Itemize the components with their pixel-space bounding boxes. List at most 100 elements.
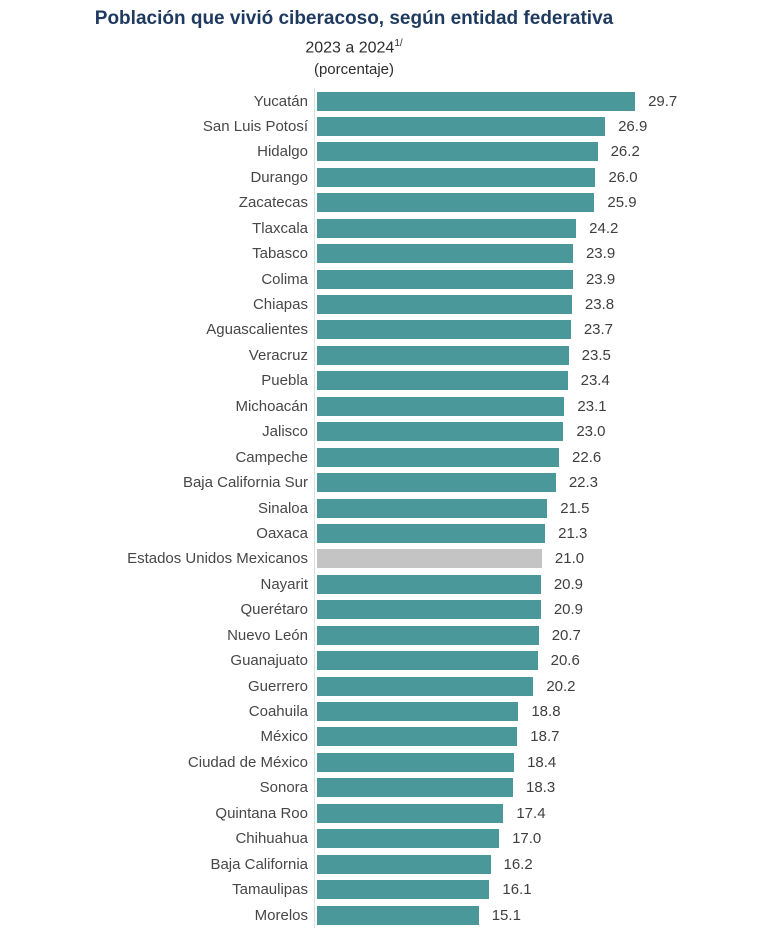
value-label: 18.8 <box>531 703 561 721</box>
value-label: 23.1 <box>577 397 607 415</box>
value-label: 21.5 <box>560 499 590 517</box>
bar-zone: 23.7 <box>314 317 779 343</box>
category-label: Tlaxcala <box>252 219 308 237</box>
value-label: 26.9 <box>618 117 648 135</box>
bar-zone: 24.2 <box>314 215 779 241</box>
bar-zone: 23.4 <box>314 368 779 394</box>
chart-subtitle: 2023 a 20241/ <box>0 32 708 59</box>
value-label: 20.9 <box>553 575 584 593</box>
category-label: Michoacán <box>235 397 308 415</box>
category-label: México <box>260 728 308 746</box>
bar-zone: 23.5 <box>314 342 779 369</box>
chart-header: Población que vivió ciberacoso, según en… <box>0 0 708 80</box>
state-bar <box>317 854 491 874</box>
state-bar <box>317 803 504 823</box>
value-label: 25.9 <box>607 194 637 212</box>
category-label: Veracruz <box>248 346 308 364</box>
category-label: Aguascalientes <box>206 321 308 339</box>
bar-row: México 18.7 <box>0 724 779 750</box>
category-label: Sinaloa <box>257 499 308 517</box>
bar-row: Durango 26.0 <box>0 164 779 191</box>
bar-row: Baja California Sur 22.3 <box>0 469 779 496</box>
chart-title: Población que vivió ciberacoso, según en… <box>94 8 614 29</box>
category-label: Guerrero <box>247 677 308 695</box>
bar-row: Guanajuato 20.6 <box>0 647 779 674</box>
category-label: Morelos <box>254 906 308 924</box>
state-bar <box>317 778 513 798</box>
bar-zone: 20.6 <box>314 647 779 674</box>
category-label: Puebla <box>261 372 308 390</box>
bar-row: Veracruz 23.5 <box>0 342 779 369</box>
category-label: Yucatán <box>253 92 308 110</box>
category-label: Tamaulipas <box>232 881 308 899</box>
category-label: Durango <box>250 168 308 186</box>
bar-zone: 20.9 <box>314 571 779 598</box>
bar-row: Colima 23.9 <box>0 266 779 292</box>
state-bar <box>317 269 573 289</box>
category-label: Jalisco <box>262 423 308 441</box>
bar-zone: 20.7 <box>314 622 779 648</box>
category-label: Tabasco <box>252 245 308 263</box>
value-label: 16.2 <box>503 855 533 873</box>
category-label: Baja California <box>210 855 308 873</box>
category-label: Ciudad de México <box>187 753 308 771</box>
value-label: 17.4 <box>516 804 546 822</box>
category-label: Chiapas <box>252 296 308 314</box>
state-bar <box>317 676 534 696</box>
bar-zone: 21.5 <box>314 495 779 521</box>
state-bar <box>317 473 556 493</box>
state-bar <box>317 371 568 391</box>
category-label: Nuevo León <box>227 626 308 644</box>
value-label: 22.6 <box>572 448 602 466</box>
bar-row: Jalisco 23.0 <box>0 419 779 445</box>
state-bar <box>317 651 538 671</box>
state-bar <box>317 600 541 620</box>
value-label: 23.4 <box>580 372 610 390</box>
bar-row: Hidalgo 26.2 <box>0 139 779 165</box>
bar-row: Puebla 23.4 <box>0 368 779 394</box>
bar-zone: 16.1 <box>314 876 779 903</box>
bar-zone: 23.0 <box>314 419 779 445</box>
bar-row: Baja California 16.2 <box>0 851 779 877</box>
value-label: 23.9 <box>585 245 616 263</box>
bar-zone: 23.1 <box>314 393 779 420</box>
bar-row: Querétaro 20.9 <box>0 597 779 623</box>
bar-chart: Yucatán 29.7 San Luis Potosí 26.9 Hidalgo 26.… <box>0 88 779 928</box>
value-label: 20.9 <box>553 601 584 619</box>
subtitle-footnote-marker: 1/ <box>394 38 403 49</box>
state-bar <box>317 574 541 594</box>
category-label: Nayarit <box>260 575 308 593</box>
state-bar <box>317 702 519 722</box>
bar-row: Chiapas 23.8 <box>0 291 779 318</box>
bar-zone: 22.3 <box>314 469 779 496</box>
category-label: San Luis Potosí <box>202 117 308 135</box>
bar-row: Quintana Roo 17.4 <box>0 800 779 827</box>
category-label: Baja California Sur <box>182 474 308 492</box>
value-label: 20.7 <box>551 626 581 644</box>
value-label: 23.8 <box>584 296 615 314</box>
state-bar <box>317 752 515 772</box>
bar-zone: 26.2 <box>314 139 779 165</box>
state-bar <box>317 422 564 442</box>
value-label: 20.2 <box>546 677 576 695</box>
bar-zone: 26.9 <box>314 113 779 140</box>
state-bar <box>317 447 560 467</box>
bar-zone: 17.0 <box>314 826 779 852</box>
bar-zone: 18.8 <box>314 698 779 725</box>
state-bar <box>317 218 577 238</box>
state-bar <box>317 829 500 849</box>
value-label: 23.0 <box>576 423 606 441</box>
bar-zone: 20.2 <box>314 673 779 699</box>
subtitle-text: 2023 a 2024 <box>305 39 395 57</box>
bar-row: Sonora 18.3 <box>0 775 779 801</box>
bar-row: Ciudad de México 18.4 <box>0 749 779 776</box>
bar-row: Aguascalientes 23.7 <box>0 317 779 343</box>
value-label: 18.4 <box>527 753 557 771</box>
bar-zone: 23.8 <box>314 291 779 318</box>
value-label: 23.7 <box>583 321 614 339</box>
state-bar <box>317 320 571 340</box>
bar-row: Campeche 22.6 <box>0 444 779 470</box>
value-label: 17.0 <box>512 830 542 848</box>
state-bar <box>317 91 636 111</box>
category-label: Campeche <box>235 448 308 466</box>
